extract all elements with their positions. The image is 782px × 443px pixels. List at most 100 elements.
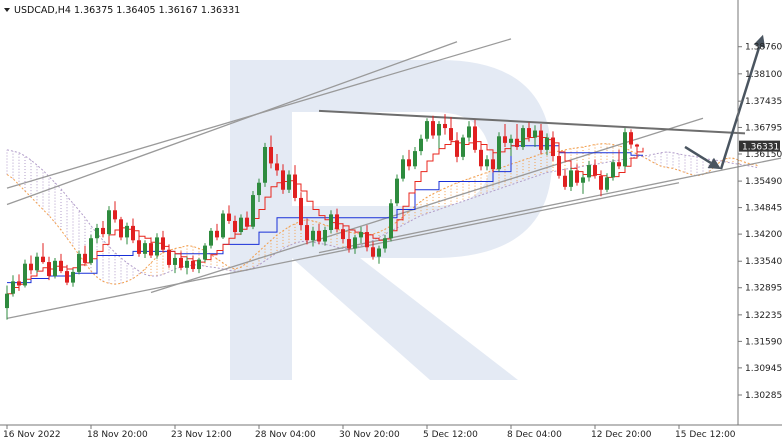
candle <box>629 129 633 149</box>
candle <box>377 245 381 264</box>
candle-body <box>353 237 357 249</box>
candle-body <box>503 136 507 143</box>
candle-body <box>323 230 327 242</box>
candle <box>545 133 549 156</box>
candle-body <box>23 263 27 286</box>
x-tick-label: 18 Nov 20:00 <box>87 430 148 440</box>
candle <box>509 134 513 157</box>
candle-body <box>527 128 531 138</box>
candle-body <box>497 136 501 170</box>
candle <box>365 225 369 252</box>
candle-body <box>263 146 267 183</box>
candle <box>407 149 411 171</box>
candle <box>473 119 477 153</box>
candle-body <box>605 177 609 190</box>
triangle-down-icon[interactable] <box>4 8 10 12</box>
candle <box>329 210 333 234</box>
candle <box>5 285 9 320</box>
candle <box>383 234 387 253</box>
forecast-up-arrow <box>719 34 766 170</box>
candle <box>89 234 93 265</box>
candle-body <box>551 137 555 157</box>
candle <box>293 165 297 202</box>
candle-body <box>209 230 213 246</box>
candle <box>263 142 267 187</box>
candle <box>485 155 489 171</box>
candle <box>419 134 423 156</box>
candle-body <box>341 229 345 240</box>
forecast-arrows <box>684 34 766 170</box>
candle-body <box>455 140 459 157</box>
candle <box>353 234 357 254</box>
candle <box>47 256 51 281</box>
candle <box>437 121 441 149</box>
candle-body <box>47 262 51 277</box>
candle-body <box>395 178 399 204</box>
candle-body <box>347 239 351 249</box>
candle <box>569 167 573 191</box>
candle-body <box>623 132 627 167</box>
candle-body <box>581 177 585 183</box>
candle <box>305 218 309 245</box>
candle-body <box>413 151 417 167</box>
candle-body <box>479 149 483 167</box>
channel-upper-outer <box>6 41 458 206</box>
candle-body <box>299 197 303 226</box>
candle <box>137 234 141 257</box>
candle-body <box>269 146 273 164</box>
candle-body <box>599 175 603 190</box>
candle-body <box>65 271 69 283</box>
candle-body <box>239 217 243 233</box>
candle <box>71 269 75 287</box>
candle <box>167 244 171 268</box>
kijun-sen-line <box>7 145 643 284</box>
channel-inner-lower <box>318 157 782 254</box>
candle <box>155 233 159 259</box>
candle-body <box>5 293 9 309</box>
candle <box>635 143 639 154</box>
candle-body <box>119 219 123 238</box>
candle-body <box>137 240 141 254</box>
candle-body <box>107 210 111 235</box>
candle <box>197 257 201 274</box>
candle-body <box>443 123 447 129</box>
candle <box>59 253 63 274</box>
candle <box>623 128 627 170</box>
candle-body <box>425 121 429 139</box>
candle <box>125 222 129 245</box>
candle <box>107 206 111 237</box>
candle-body <box>485 159 489 167</box>
y-tick-label: 1.36150 <box>745 150 782 160</box>
candle <box>395 174 399 207</box>
candle <box>119 216 123 241</box>
arrow-head <box>753 34 766 49</box>
channel-lower <box>6 182 680 319</box>
candle <box>257 178 261 203</box>
x-tick-label: 15 Dec 12:00 <box>675 430 736 440</box>
candle-body <box>371 247 375 257</box>
candle-body <box>359 232 363 238</box>
candle-body <box>407 159 411 167</box>
x-tick-label: 23 Nov 12:00 <box>171 430 232 440</box>
candle <box>527 122 531 142</box>
candle-body <box>473 126 477 150</box>
candle <box>461 134 465 161</box>
candle <box>23 259 27 288</box>
candle <box>179 251 183 271</box>
candle-body <box>173 257 177 265</box>
trendline-layer <box>6 38 782 319</box>
candle <box>467 121 471 142</box>
candle-body <box>389 203 393 239</box>
arrow-shaft <box>684 145 712 164</box>
senkou-span-a-line <box>6 143 758 285</box>
candle <box>53 257 57 279</box>
candle-body <box>545 137 549 150</box>
candle-body <box>179 257 183 268</box>
candle-body <box>257 182 261 196</box>
candle-body <box>29 263 33 271</box>
candle <box>65 264 69 286</box>
current-price-label: 1.36331 <box>742 143 779 153</box>
candle <box>101 220 105 238</box>
candle-body <box>101 227 105 235</box>
candle-body <box>629 132 633 145</box>
